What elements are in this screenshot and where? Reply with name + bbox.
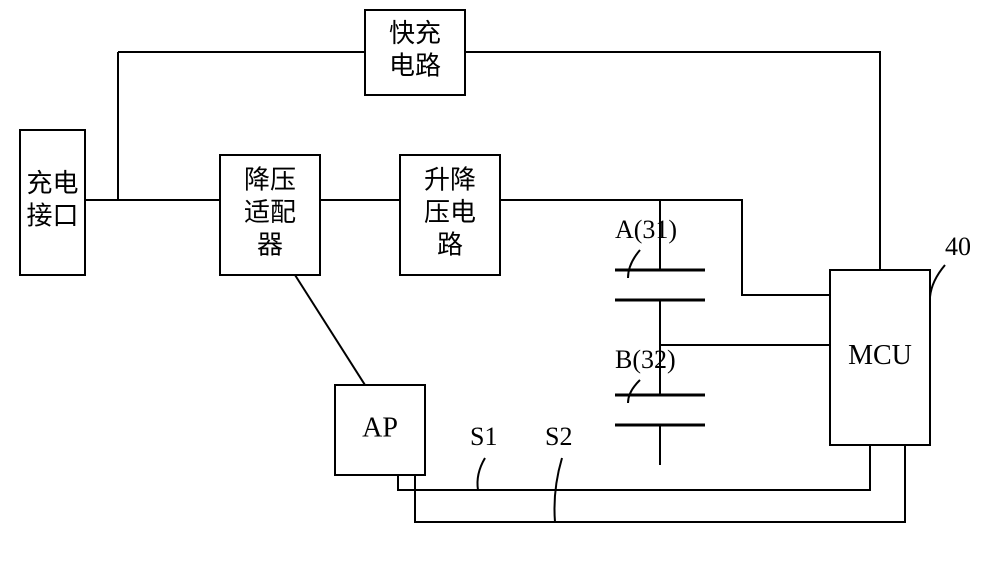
edge-ap-s1-to-mcu [398,445,870,490]
node-fast_charge-label-0: 快充 [389,19,441,48]
annotation-S2-text: S2 [545,422,572,451]
annotation-A-text: A(31) [615,215,677,244]
annotation-S1-text: S1 [470,422,497,451]
block-diagram: 充电接口快充电路降压适配器升降压电路APMCUA(31)B(32)S1S240 [0,0,1000,573]
node-fast_charge: 快充电路 [365,10,465,95]
node-ap-label-0: AP [362,412,398,443]
edge-boost-branch-to-mcu [660,200,830,295]
node-buck_boost-label-2: 路 [437,230,463,259]
node-ap: AP [335,385,425,475]
node-fast_charge-label-1: 电路 [389,52,441,81]
node-buck_boost-label-0: 升降 [424,165,476,194]
node-buck_boost: 升降压电路 [400,155,500,275]
node-buck_adapter: 降压适配器 [220,155,320,275]
annotation-n40: 40 [930,232,971,297]
node-charge_port-label-1: 接口 [26,202,78,231]
node-buck_adapter-label-1: 适配 [244,198,296,227]
node-mcu-label-0: MCU [848,340,912,371]
node-mcu: MCU [830,270,930,445]
annotation-S1: S1 [470,422,497,490]
annotation-B-text: B(32) [615,345,676,374]
node-charge_port-label-0: 充电 [26,169,78,198]
node-buck_adapter-label-2: 器 [257,230,283,259]
node-charge_port: 充电接口 [20,130,85,275]
annotation-n40-text: 40 [945,232,971,261]
annotation-S2: S2 [545,422,572,522]
edge-buck-to-ap-diagonal [295,275,365,385]
node-buck_boost-label-1: 压电 [424,198,476,227]
node-buck_adapter-label-0: 降压 [244,165,296,194]
